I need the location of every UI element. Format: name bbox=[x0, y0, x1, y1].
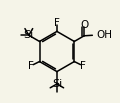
Text: F: F bbox=[80, 61, 86, 71]
Text: OH: OH bbox=[96, 30, 112, 40]
Text: Si: Si bbox=[52, 79, 62, 89]
Text: Si: Si bbox=[23, 30, 33, 40]
Text: F: F bbox=[28, 61, 34, 71]
Text: F: F bbox=[54, 18, 60, 28]
Text: O: O bbox=[81, 20, 89, 30]
